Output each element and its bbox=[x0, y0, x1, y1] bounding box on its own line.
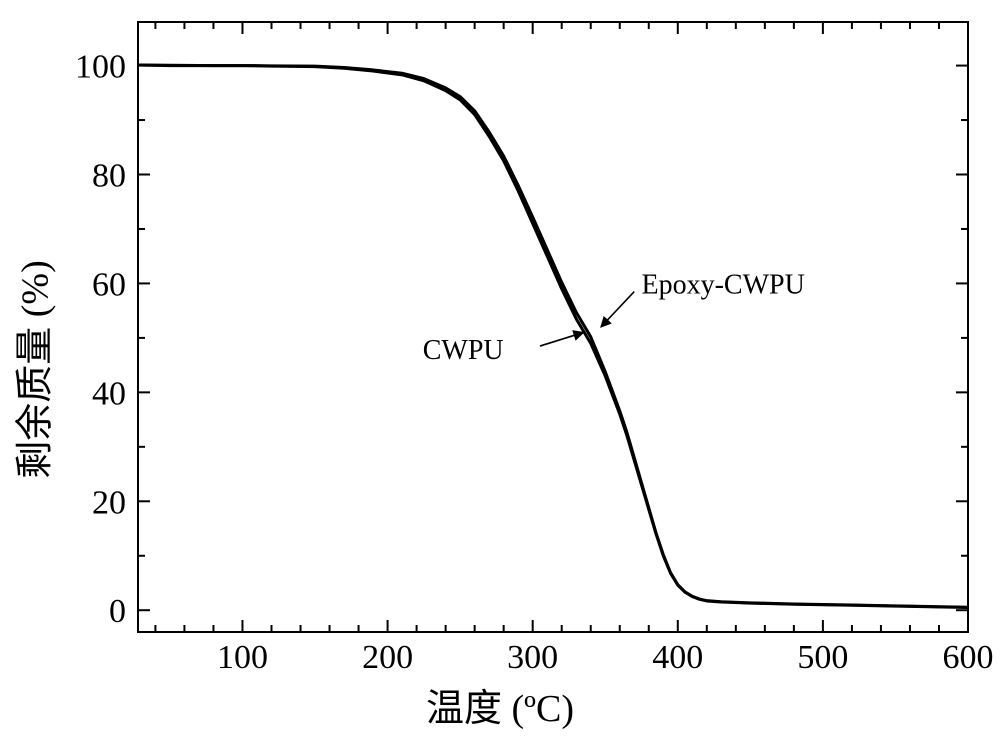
svg-text:500: 500 bbox=[797, 639, 848, 676]
plot-svg: 100 200 300 400 500 600 0 20 40 60 80 100 CWPU Epoxy-… bbox=[0, 0, 1000, 738]
svg-text:60: 60 bbox=[92, 266, 126, 303]
svg-text:100: 100 bbox=[75, 49, 126, 86]
svg-text:80: 80 bbox=[92, 158, 126, 195]
tga-chart: 剩余质量 (%) 温度 (ºC) 10020030040050060002040… bbox=[0, 0, 1000, 738]
svg-text:300: 300 bbox=[507, 639, 558, 676]
svg-text:0: 0 bbox=[109, 593, 126, 630]
svg-text:200: 200 bbox=[362, 639, 413, 676]
svg-text:20: 20 bbox=[92, 484, 126, 521]
svg-text:400: 400 bbox=[652, 639, 703, 676]
svg-text:40: 40 bbox=[92, 375, 126, 412]
svg-text:600: 600 bbox=[943, 639, 994, 676]
svg-text:CWPU: CWPU bbox=[423, 335, 504, 366]
svg-text:Epoxy-CWPU: Epoxy-CWPU bbox=[642, 269, 805, 300]
svg-text:100: 100 bbox=[217, 639, 268, 676]
